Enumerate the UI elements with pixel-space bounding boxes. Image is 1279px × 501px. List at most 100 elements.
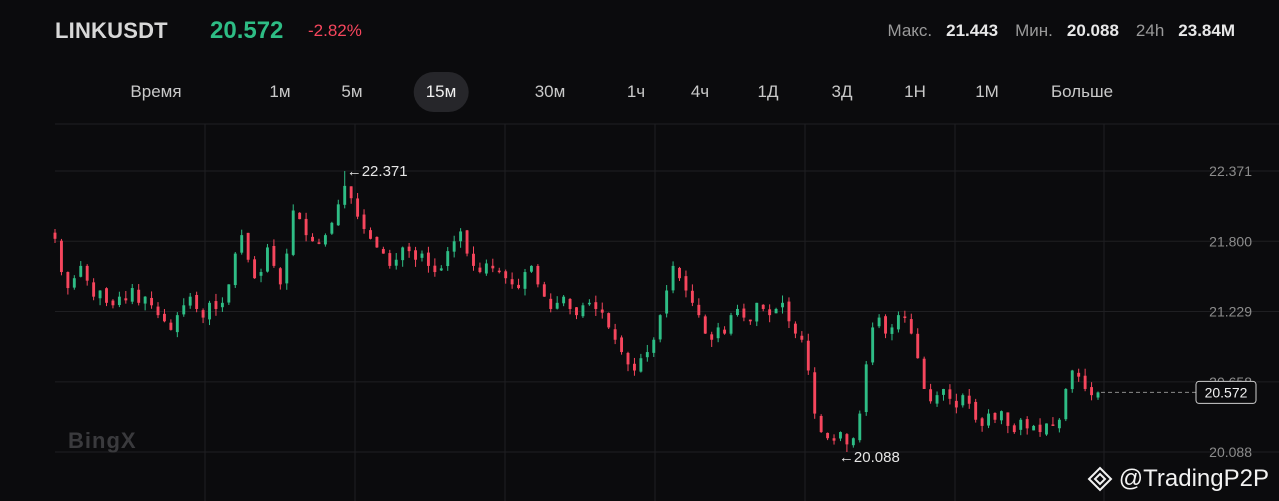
candle: [208, 302, 211, 320]
candle: [542, 284, 546, 297]
candle: [1096, 392, 1100, 398]
candle: [220, 302, 224, 308]
candle: [53, 232, 57, 239]
candle: [781, 302, 784, 308]
candle: [690, 290, 694, 303]
candle: [793, 323, 797, 334]
tab-30m[interactable]: 30м: [534, 82, 566, 101]
candle: [240, 235, 244, 253]
candle: [993, 412, 997, 420]
tab-1w[interactable]: 1Н: [904, 82, 926, 101]
y-tick-label: 20.088: [1209, 444, 1252, 460]
candle: [484, 263, 488, 274]
candle: [845, 434, 849, 445]
candle: [124, 298, 128, 301]
candle: [839, 432, 842, 439]
candle: [1012, 425, 1016, 433]
candle: [85, 265, 89, 281]
tab-1h[interactable]: 1ч: [626, 82, 646, 101]
candle: [478, 267, 482, 273]
ticker-stats: Макс. 21.443 Мин. 20.088 24h 23.84M: [887, 21, 1235, 41]
candle: [890, 327, 894, 334]
credit-text: @TradingP2P: [1118, 465, 1269, 492]
candle: [594, 302, 598, 309]
candle: [304, 218, 308, 236]
candle: [871, 327, 875, 363]
candle: [607, 313, 611, 328]
candle: [504, 271, 508, 279]
tab-3d[interactable]: 3Д: [831, 82, 853, 101]
candle: [896, 315, 900, 330]
tab-5m[interactable]: 5м: [341, 82, 363, 101]
low-value: 20.088: [1066, 21, 1119, 40]
tab-1m[interactable]: 1м: [269, 82, 291, 101]
candle: [459, 231, 463, 242]
candle: [420, 253, 424, 258]
candle: [117, 296, 121, 306]
candle: [980, 418, 984, 426]
candle: [678, 267, 681, 279]
candle: [935, 395, 939, 404]
candle: [472, 253, 475, 266]
candle: [620, 337, 624, 353]
candle: [259, 272, 263, 276]
candle: [98, 290, 102, 299]
tab-1d[interactable]: 1Д: [757, 82, 779, 101]
candle: [819, 415, 823, 433]
symbol-name[interactable]: LINKUSDT: [55, 18, 168, 43]
candle: [755, 302, 759, 322]
candle: [710, 334, 714, 340]
high-label: Макс.: [887, 21, 933, 40]
candle: [858, 413, 862, 441]
candle: [987, 413, 990, 426]
tab-more[interactable]: Больше: [1050, 82, 1114, 101]
candle: [343, 185, 347, 205]
y-tick-label: 21.229: [1209, 304, 1252, 320]
tab-1mo[interactable]: 1М: [975, 82, 999, 101]
candle: [446, 251, 450, 267]
candle: [272, 245, 276, 266]
candle: [1006, 412, 1010, 426]
candle: [452, 241, 456, 252]
candlestick-chart[interactable]: 22.37121.80021.22920.65820.088←22.371←20…: [0, 122, 1279, 501]
bingx-watermark: BingX: [68, 428, 137, 453]
price-change: -2.82%: [308, 21, 362, 40]
y-tick-label: 21.800: [1209, 233, 1252, 249]
candle: [523, 272, 527, 289]
candle: [1032, 425, 1036, 431]
candle: [465, 230, 469, 254]
candle: [394, 259, 398, 266]
candle: [92, 282, 96, 297]
candle: [549, 298, 553, 309]
candle: [716, 327, 720, 339]
candle: [143, 296, 147, 304]
candle: [426, 252, 430, 266]
tab-time[interactable]: Время: [130, 82, 182, 101]
candle: [723, 329, 727, 334]
low-marker-label: ←20.088: [839, 449, 900, 466]
candle: [1057, 419, 1061, 429]
tab-15m[interactable]: 15м: [413, 72, 469, 112]
candle: [510, 279, 514, 285]
candle: [652, 339, 656, 353]
candle: [169, 322, 173, 330]
candle: [298, 212, 302, 220]
candle: [278, 268, 282, 285]
candle: [954, 400, 958, 408]
high-marker-label: ←22.371: [347, 163, 408, 180]
candle: [877, 317, 881, 327]
candle: [948, 389, 952, 399]
candle: [381, 248, 385, 254]
candle: [736, 308, 739, 316]
candle: [266, 247, 269, 272]
candle: [323, 235, 327, 245]
volume-value: 23.84M: [1178, 21, 1235, 40]
candle: [349, 186, 353, 199]
candle: [317, 242, 321, 244]
candle: [1070, 370, 1074, 390]
interval-tabs: Время 1м 5м 15м 30м 1ч 4ч 1Д 3Д 1Н 1М Бо…: [0, 72, 1279, 114]
candle: [517, 284, 521, 289]
candle: [182, 305, 186, 315]
candle: [645, 352, 649, 358]
tab-4h[interactable]: 4ч: [690, 82, 710, 101]
